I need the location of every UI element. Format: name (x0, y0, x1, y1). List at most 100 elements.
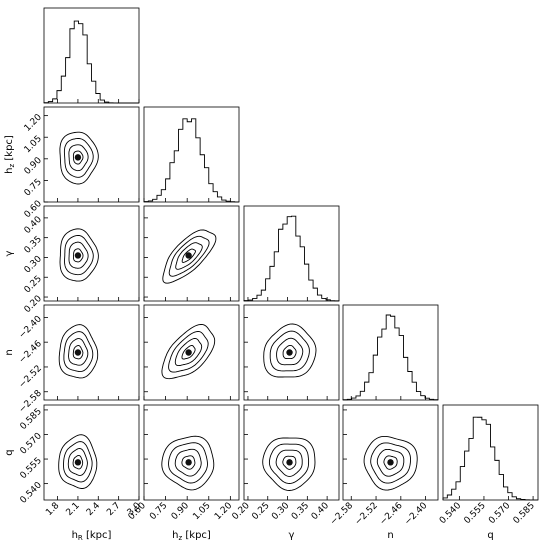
y-tick-label: −2.46 (17, 339, 44, 366)
x-tick-label: 0.540 (438, 501, 463, 526)
x-tick-label: −2.52 (353, 501, 380, 528)
contour-level (268, 443, 310, 484)
contour-level (168, 235, 210, 277)
x-tick-label: 2.1 (65, 501, 82, 518)
panel-frame (243, 205, 340, 302)
density-peak (74, 252, 82, 259)
contour-level (181, 455, 196, 470)
y-tick-label: 0.40 (23, 215, 44, 236)
contour-level (64, 235, 94, 276)
density-peak (286, 349, 293, 356)
x-tick-label: 2.4 (85, 501, 102, 518)
x-tick-label: 0.20 (231, 501, 252, 522)
contour-level (263, 323, 317, 378)
panel-frame (43, 106, 140, 203)
panel-4-2: 0.200.250.300.350.40 (231, 404, 340, 522)
contour-level (68, 144, 89, 172)
contour-level (383, 455, 398, 470)
contour-level (161, 435, 215, 491)
y-tick-label: 0.555 (19, 456, 44, 481)
histogram-1 (143, 118, 240, 203)
contour-level (376, 448, 405, 477)
panel-frame (43, 7, 140, 104)
density-peak (74, 459, 82, 466)
y-tick-label: 0.20 (23, 294, 44, 315)
panel-0-0 (43, 7, 140, 104)
contour-level (59, 131, 99, 185)
contour-level (181, 345, 196, 360)
axis-label-4: q (487, 530, 493, 541)
panel-frame (43, 404, 140, 501)
y-tick-label: 1.05 (23, 134, 44, 155)
x-tick-label: 0.40 (310, 501, 331, 522)
panel-2-0: 0.200.250.300.350.40 (23, 205, 140, 315)
panel-2-2 (243, 205, 340, 302)
panel-3-0: −2.58−2.52−2.46−2.40 (17, 304, 140, 415)
contour-level (175, 242, 203, 270)
density-peak (74, 154, 82, 161)
axis-label-1: hz [kpc] (172, 530, 211, 542)
contour-level (174, 338, 203, 367)
y-tick-label: 0.25 (23, 274, 44, 295)
contour-level (276, 337, 304, 366)
panel-4-4: 0.540 0.555 0.570 0.585 (438, 404, 539, 526)
axis-label-2: γ (289, 530, 295, 541)
y-tick-label: 0.35 (23, 234, 44, 255)
axis-label-3: n (387, 530, 393, 541)
x-tick-label: 0.60 (127, 501, 148, 522)
x-tick-label: −2.58 (329, 501, 356, 528)
x-tick-label: 1.20 (213, 501, 234, 522)
contour-level (275, 449, 303, 477)
density-peak (387, 459, 394, 466)
x-tick-label: 0.570 (487, 501, 512, 526)
y-tick-label: −2.52 (17, 364, 44, 391)
axis-label-1: hz [kpc] (4, 135, 16, 174)
panel-3-3 (342, 304, 439, 401)
panel-frame (342, 404, 439, 501)
contour-level (72, 345, 84, 360)
x-tick-label: 0.30 (270, 501, 291, 522)
panel-3-2 (243, 304, 340, 401)
y-tick-label: 0.540 (19, 480, 44, 505)
density-peak (74, 349, 82, 356)
contour-level (168, 442, 208, 484)
contour-level (59, 228, 99, 282)
histogram-0 (43, 20, 139, 104)
contour-level (174, 448, 202, 477)
axis-label-3: n (4, 349, 15, 355)
x-tick-label: 0.555 (463, 501, 488, 526)
panel-frame (243, 404, 340, 501)
axis-label-0: hR [kpc] (72, 530, 112, 542)
panel-frame (43, 205, 140, 302)
x-tick-label: 0.35 (290, 501, 311, 522)
panel-4-3: −2.58−2.52−2.46−2.40 (329, 404, 439, 528)
density-peak (185, 252, 192, 259)
contour-level (63, 138, 94, 178)
contour-level (63, 441, 93, 483)
contour-level (72, 150, 84, 165)
x-tick-label: 0.75 (148, 501, 169, 522)
contour-level (363, 435, 418, 491)
contour-level (282, 344, 297, 360)
contour-level (282, 455, 297, 470)
contour-level (63, 331, 94, 373)
axis-label-2: γ (4, 250, 15, 256)
contour-level (67, 448, 88, 476)
x-tick-label: 0.90 (170, 501, 191, 522)
contour-level (181, 248, 196, 263)
x-tick-label: 0.585 (512, 501, 537, 526)
panel-frame (143, 205, 240, 302)
histogram-4 (442, 416, 539, 501)
y-tick-label: 0.75 (23, 177, 44, 198)
contour-level (269, 330, 310, 372)
x-tick-label: 2.7 (105, 501, 122, 518)
panel-1-0: 0.600.750.901.051.20 (23, 106, 140, 220)
contour-level (370, 442, 411, 484)
panel-3-1 (143, 304, 240, 401)
x-tick-label: 1.05 (191, 501, 212, 522)
histogram-3 (342, 314, 439, 401)
panel-frame (442, 404, 539, 501)
histogram-2 (243, 215, 340, 302)
contour-level (168, 331, 209, 373)
